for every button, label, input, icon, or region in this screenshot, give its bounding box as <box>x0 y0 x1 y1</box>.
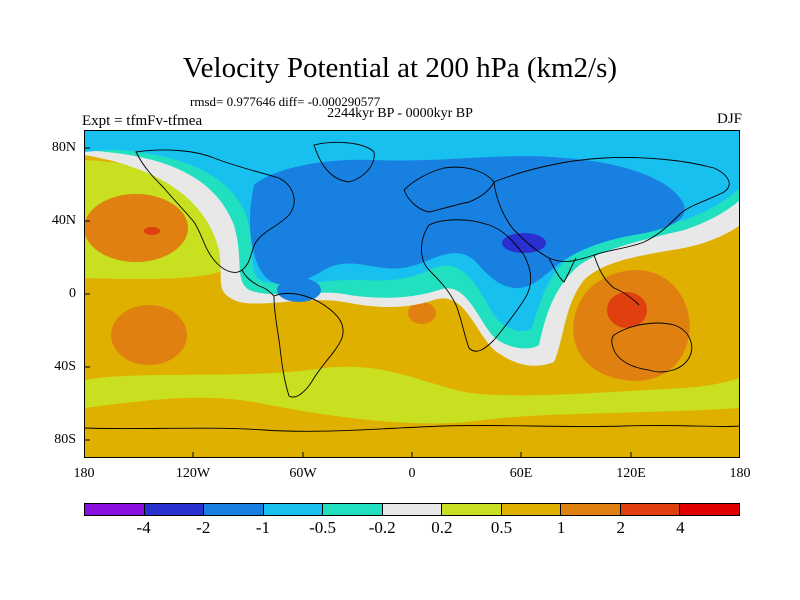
colorbar-swatch <box>442 504 502 515</box>
colorbar-label: -0.2 <box>368 518 396 537</box>
colorbar-label: -0.5 <box>309 518 336 537</box>
colorbar-swatch <box>204 504 264 515</box>
colorbar-label: 2 <box>616 518 625 537</box>
colorbar-swatch <box>144 504 205 515</box>
lon-tick-180w: 180 <box>73 466 95 481</box>
colorbar-label: -2 <box>196 518 211 537</box>
lat-tick-40n: 40N <box>51 213 76 228</box>
page-title: Velocity Potential at 200 hPa (km2/s) <box>182 52 618 84</box>
coast-north-america <box>135 149 295 273</box>
colorbar-label: 4 <box>676 518 685 537</box>
lon-tick-60w: 60W <box>289 466 317 481</box>
lon-tick-180e: 180 <box>729 466 751 481</box>
colorbar-swatch <box>323 504 383 515</box>
lat-tick-0: 0 <box>69 286 76 301</box>
field-negative-blue-southam <box>277 278 321 302</box>
axis-ticks <box>84 147 632 458</box>
lat-tick-80s: 80S <box>54 432 76 447</box>
coastlines <box>84 141 740 432</box>
coast-india <box>548 257 577 283</box>
lon-tick-120e: 120E <box>616 466 646 481</box>
coast-greenland <box>313 141 375 183</box>
colorbar-label: 0.5 <box>490 518 513 537</box>
coast-asia <box>493 157 730 262</box>
colorbar-label: 0.2 <box>431 518 453 537</box>
coast-australia <box>611 322 693 373</box>
lon-tick-60e: 60E <box>509 466 533 481</box>
coast-southeast-asia <box>593 254 640 306</box>
colorbar-label: 1 <box>556 518 566 537</box>
map-panel <box>84 130 740 458</box>
lon-tick-0: 0 <box>408 466 416 481</box>
colorbar-label: -4 <box>136 518 151 537</box>
field-weak-positive-south <box>84 366 740 424</box>
field-negative-blue <box>249 156 685 289</box>
colorbar-swatch <box>620 504 681 515</box>
colorbar <box>84 503 740 516</box>
colorbar-swatch <box>85 504 145 515</box>
stats-text: rmsd= 0.977646 diff= -0.000290577 <box>190 94 381 109</box>
lat-tick-80n: 80N <box>51 140 76 155</box>
field-strong-positive-spacific <box>111 305 187 365</box>
coast-antarctica <box>84 424 740 432</box>
field-max-npacific <box>144 227 160 235</box>
colorbar-swatch <box>501 504 562 515</box>
season-label: DJF <box>716 111 742 127</box>
coast-central-america <box>241 269 275 297</box>
coast-south-america <box>273 293 344 398</box>
lat-tick-40s: 40S <box>54 359 76 374</box>
period-subtitle: 2244kyr BP - 0000kyr BP <box>327 106 473 121</box>
colorbar-swatch <box>263 504 324 515</box>
field-strong-negative-arabia <box>502 233 546 253</box>
colorbar-label: -1 <box>255 518 270 537</box>
field-strong-positive-npacific <box>84 194 188 262</box>
colorbar-swatch <box>382 504 443 515</box>
field-max-maritime <box>607 292 647 328</box>
lon-tick-120w: 120W <box>175 466 211 481</box>
field-arctic-cyan <box>84 130 740 152</box>
field-strong-positive-satlantic <box>408 302 436 324</box>
experiment-label: Expt = tfmFv-tfmea <box>82 113 203 129</box>
colorbar-swatch <box>680 504 740 515</box>
coast-europe <box>403 166 495 213</box>
velocity-potential-map <box>84 130 740 458</box>
coast-africa <box>421 219 532 352</box>
colorbar-swatch <box>561 504 621 515</box>
